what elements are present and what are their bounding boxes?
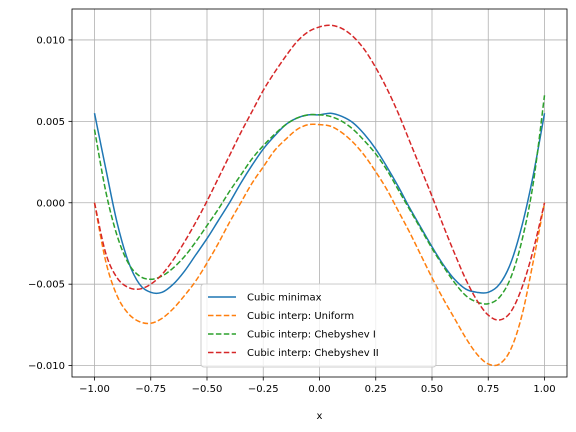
- x-tick-label: 0.00: [308, 384, 330, 395]
- y-tick-label: 0.005: [36, 117, 65, 128]
- series-line-1: [93, 123, 546, 367]
- legend-entry-label: Cubic interp: Uniform: [247, 311, 354, 322]
- y-tick-label: −0.005: [28, 280, 65, 291]
- x-tick-label: 0.75: [477, 384, 499, 395]
- x-tick-label: 0.25: [365, 384, 387, 395]
- x-tick-label: −0.25: [248, 384, 279, 395]
- series-layer: [93, 24, 546, 367]
- legend-box: [200, 283, 437, 368]
- legend: Cubic minimax Cubic interp: Uniform Cubic …: [200, 283, 437, 368]
- x-tick-label: −1.00: [79, 384, 110, 395]
- y-tick-label: 0.000: [36, 198, 65, 209]
- y-tick-label: −0.010: [28, 361, 65, 372]
- legend-entry-label: Cubic interp: Chebyshev II: [247, 348, 379, 359]
- legend-entry-label: Cubic minimax: [247, 293, 322, 304]
- x-tick-label: −0.50: [192, 384, 223, 395]
- series-line-3: [93, 24, 546, 321]
- legend-entry-label: Cubic interp: Chebyshev I: [247, 330, 376, 341]
- series-line-2: [93, 95, 546, 305]
- x-axis-label: x: [317, 411, 323, 422]
- x-tick-label: 1.00: [533, 384, 555, 395]
- x-axis-ticks: −1.00 −0.75 −0.50 −0.25 0.00 0.25 0.50 0.75 1.00: [79, 377, 556, 395]
- y-tick-label: 0.010: [36, 35, 65, 46]
- x-tick-label: 0.50: [421, 384, 443, 395]
- x-tick-label: −0.75: [135, 384, 166, 395]
- y-axis-ticks: −0.010 −0.005 0.000 0.005 0.010: [28, 35, 72, 372]
